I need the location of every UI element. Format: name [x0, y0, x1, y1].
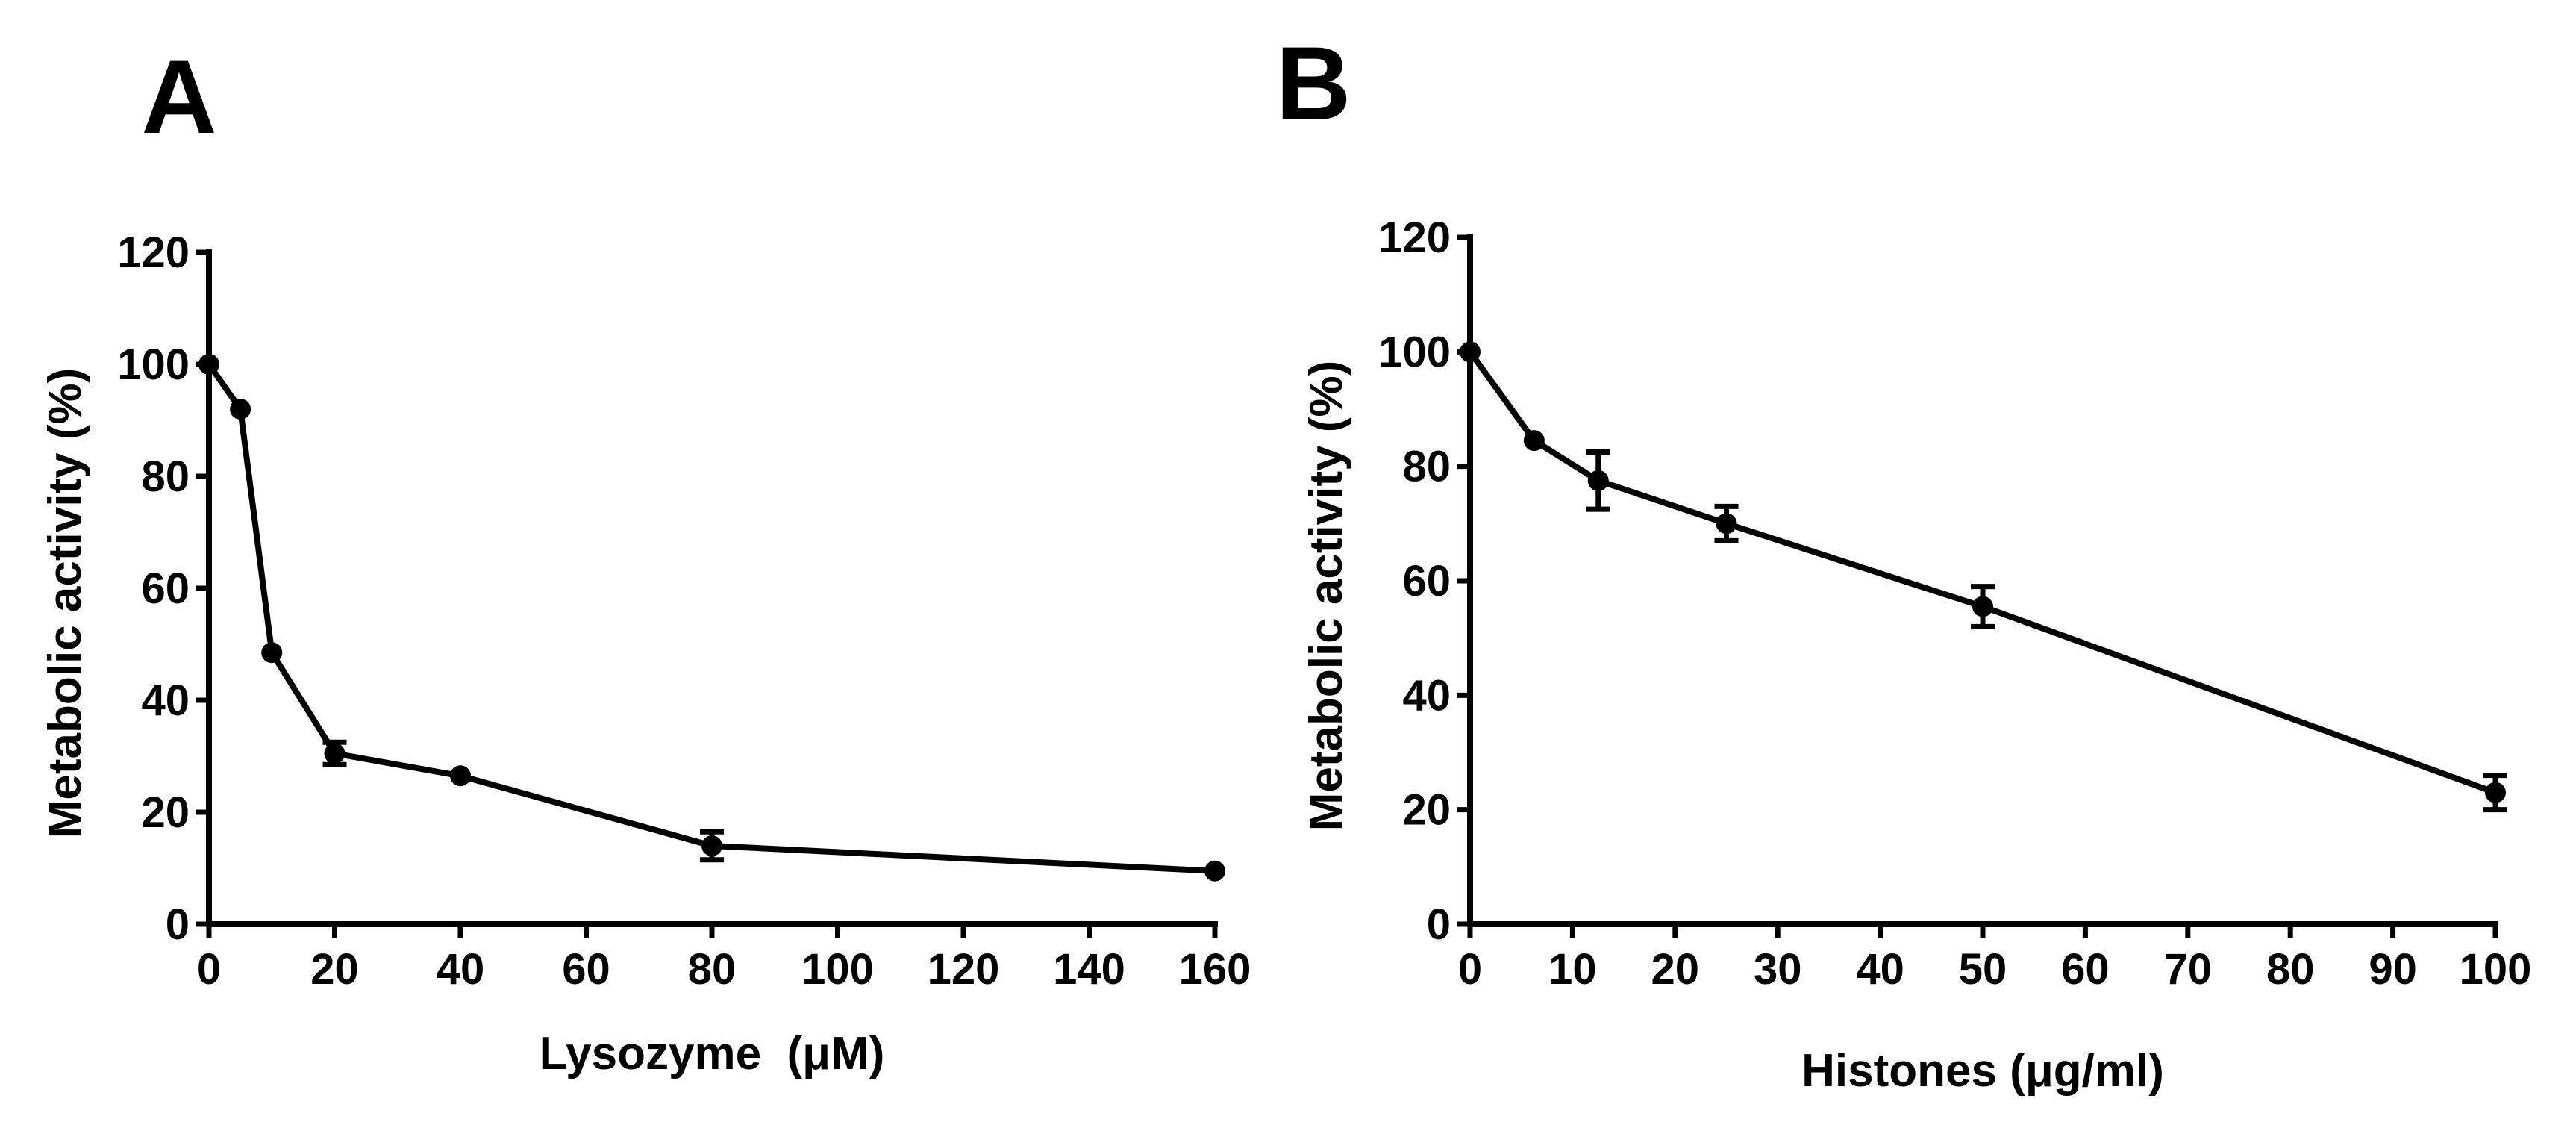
- panel-b-data-point: [1972, 596, 1993, 617]
- panel-b-y-tick-label: 0: [1427, 900, 1451, 949]
- panel-a-data-point: [701, 835, 722, 856]
- panel-a-y-tick-label: 100: [117, 340, 190, 389]
- panel-a-data-point: [1204, 860, 1225, 882]
- panel-a-y-tick-label: 80: [141, 452, 190, 501]
- panel-b-x-tick-label: 70: [2164, 945, 2213, 994]
- panel-b-data-point: [1587, 470, 1609, 491]
- panel-b-x-tick-label: 10: [1548, 945, 1597, 994]
- panel-b-y-axis-title: Metabolic activity (%): [1301, 361, 1352, 831]
- panel-b-y-tick-label: 100: [1378, 328, 1451, 376]
- panel-a-chart: A 0 20 40 60 80 100 120 0 20 40 60 80 100 120 140 160 Lys…: [40, 38, 1251, 1079]
- panel-a-y-axis-title: Metabolic activity (%): [40, 368, 91, 838]
- panel-b-x-tick-label: 40: [1856, 945, 1904, 994]
- panel-a-series-line: [206, 362, 1216, 874]
- panel-a-y-tick-label: 20: [141, 788, 190, 837]
- panel-a-data-point: [324, 743, 346, 764]
- panel-b-x-tick-label: 0: [1458, 945, 1482, 994]
- panel-a-label: A: [141, 38, 216, 155]
- panel-a-x-tick-label: 60: [562, 945, 610, 994]
- panel-a-y-tick-label: 120: [117, 228, 190, 277]
- panel-b-x-tick-label: 90: [2369, 945, 2417, 994]
- panel-a-data-point: [261, 642, 283, 664]
- panel-b-y-tick-label: 120: [1378, 214, 1451, 262]
- panel-b-chart: B 0 20 40 60 80 100 120 0 10 20 30 40 50 60 70 80 90 100 Hi…: [1275, 25, 2531, 1097]
- panel-b-x-tick-label: 60: [2061, 945, 2110, 994]
- panel-a-x-tick-label: 80: [688, 945, 737, 994]
- panel-a-data-point: [230, 399, 251, 420]
- panel-b-y-tick-label: 80: [1402, 443, 1451, 491]
- panel-a-x-tick-label: 40: [437, 945, 485, 994]
- panel-b-data-point: [1716, 513, 1737, 535]
- panel-a-x-tick-label: 0: [197, 945, 221, 994]
- panel-b-label: B: [1275, 25, 1351, 142]
- panel-b-y-tick-label: 40: [1402, 671, 1451, 720]
- panel-b-x-tick-label: 100: [2460, 945, 2532, 994]
- panel-a-x-tick-label: 20: [310, 945, 359, 994]
- panel-b-y-tick-label: 20: [1402, 786, 1451, 835]
- panel-a-x-tick-label: 140: [1053, 945, 1125, 994]
- panel-a-y-tick-label: 60: [141, 564, 190, 613]
- panel-a-x-tick-label: 160: [1179, 945, 1251, 994]
- panel-a-data-point: [450, 765, 471, 787]
- panel-b-x-tick-label: 50: [1959, 945, 2007, 994]
- panel-b-data-point: [1523, 430, 1545, 452]
- panel-b-series-line: [1467, 349, 2497, 796]
- panel-b-x-tick-label: 30: [1754, 945, 1802, 994]
- panel-a-x-tick-label: 120: [928, 945, 1000, 994]
- panel-b-data-point: [2485, 782, 2506, 803]
- panel-b-x-tick-label: 80: [2266, 945, 2315, 994]
- panel-a-y-tick-label: 0: [166, 900, 190, 949]
- panel-a-x-tick-label: 100: [801, 945, 874, 994]
- panel-b-x-tick-label: 20: [1651, 945, 1700, 994]
- panel-a-x-axis-title: Lysozyme (μM): [540, 1028, 885, 1079]
- panel-a-y-tick-label: 40: [141, 676, 190, 725]
- panel-a-data-point: [198, 354, 219, 375]
- panel-b-y-tick-label: 60: [1402, 557, 1451, 605]
- panel-b-x-axis-title: Histones (μg/ml): [1801, 1045, 2164, 1097]
- panel-b-data-point: [1460, 341, 1481, 363]
